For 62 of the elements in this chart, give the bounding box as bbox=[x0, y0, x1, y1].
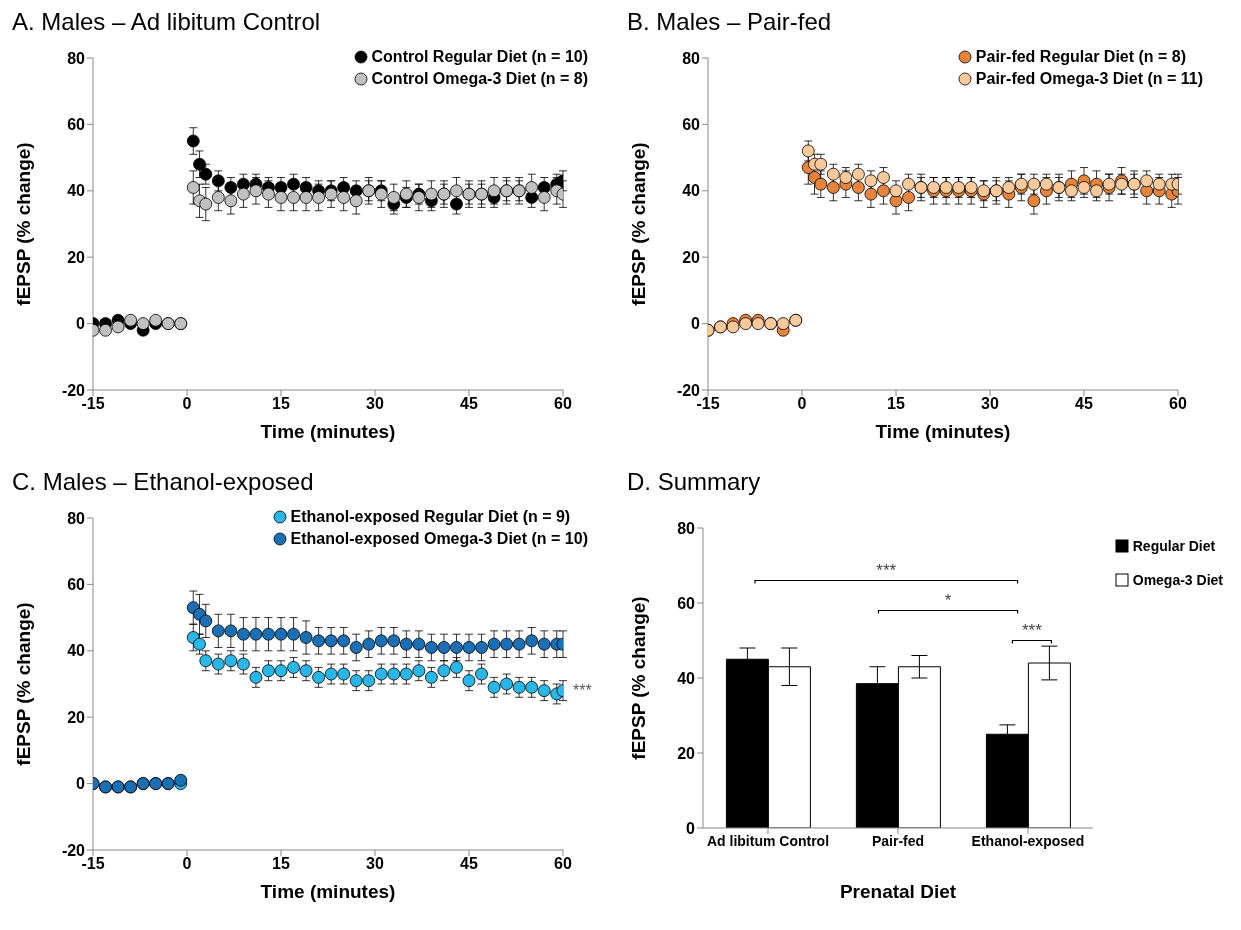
y-tick-label: 40 bbox=[682, 182, 701, 200]
x-tick-label: 30 bbox=[366, 395, 384, 413]
x-axis-title: Time (minutes) bbox=[260, 881, 396, 902]
y-tick-label: 60 bbox=[682, 116, 701, 134]
y-tick-label: 40 bbox=[67, 642, 86, 660]
x-tick-label: 30 bbox=[366, 855, 384, 873]
legend-label: Pair-fed Regular Diet (n = 8) bbox=[975, 48, 1187, 66]
chart-title: D. Summary bbox=[626, 468, 762, 497]
y-tick-label: 80 bbox=[67, 49, 86, 67]
x-tick-label: Ethanol-exposed bbox=[971, 832, 1085, 849]
annotation: *** bbox=[573, 682, 592, 700]
legend-label: Ethanol-exposed Omega-3 Diet (n = 10) bbox=[290, 530, 588, 548]
x-tick-label: 0 bbox=[797, 395, 807, 413]
x-tick-label: 15 bbox=[272, 395, 290, 413]
y-axis-title: fEPSP (% change) bbox=[12, 142, 34, 306]
chart-title: C. Males – Ethanol-exposed bbox=[11, 468, 315, 497]
y-tick-label: 60 bbox=[677, 594, 696, 612]
x-tick-label: 60 bbox=[1169, 395, 1187, 413]
y-tick-label: 80 bbox=[682, 49, 701, 67]
legend-label: Pair-fed Omega-3 Diet (n = 11) bbox=[975, 70, 1203, 88]
y-tick-label: 20 bbox=[677, 744, 696, 762]
chart-title: B. Males – Pair-fed bbox=[626, 8, 833, 37]
y-axis-title: fEPSP (% change) bbox=[627, 142, 649, 306]
y-tick-label: 40 bbox=[677, 669, 696, 687]
y-axis-title: fEPSP (% change) bbox=[12, 602, 34, 766]
x-axis-title: Time (minutes) bbox=[875, 421, 1011, 442]
x-tick-label: 45 bbox=[460, 395, 478, 413]
y-tick-label: 40 bbox=[67, 182, 86, 200]
y-tick-label: 20 bbox=[67, 248, 86, 266]
x-tick-label: Pair-fed bbox=[871, 832, 925, 849]
legend-label: Control Omega-3 Diet (n = 8) bbox=[371, 70, 588, 88]
y-tick-label: 20 bbox=[682, 248, 701, 266]
x-tick-label: 60 bbox=[554, 395, 572, 413]
y-tick-label: 60 bbox=[67, 576, 86, 594]
y-tick-label: 20 bbox=[67, 708, 86, 726]
annotation: * bbox=[944, 590, 952, 610]
y-tick-label: 0 bbox=[76, 775, 86, 793]
y-tick-label: 80 bbox=[677, 519, 696, 537]
legend-label: Ethanol-exposed Regular Diet (n = 9) bbox=[290, 508, 571, 526]
x-tick-label: 0 bbox=[182, 395, 192, 413]
y-tick-label: 0 bbox=[691, 315, 701, 333]
x-tick-label: 15 bbox=[272, 855, 290, 873]
legend-label: Omega-3 Diet bbox=[1132, 572, 1223, 588]
y-axis-title: fEPSP (% change) bbox=[627, 596, 649, 760]
x-tick-label: Ad libitum Control bbox=[706, 832, 830, 849]
x-tick-label: 0 bbox=[182, 855, 192, 873]
x-tick-label: 45 bbox=[1075, 395, 1093, 413]
legend-label: Control Regular Diet (n = 10) bbox=[371, 48, 588, 66]
y-tick-label: 0 bbox=[686, 819, 696, 837]
x-tick-label: 60 bbox=[554, 855, 572, 873]
x-tick-label: 15 bbox=[887, 395, 905, 413]
x-tick-label: 45 bbox=[460, 855, 478, 873]
chart-title: A. Males – Ad libitum Control bbox=[11, 8, 322, 37]
x-axis-title: Time (minutes) bbox=[260, 421, 396, 442]
annotation: *** bbox=[876, 560, 897, 580]
legend-label: Regular Diet bbox=[1132, 538, 1216, 554]
x-axis-title: Prenatal Diet bbox=[839, 881, 957, 902]
y-tick-label: 0 bbox=[76, 315, 86, 333]
y-tick-label: 80 bbox=[67, 509, 86, 527]
y-tick-label: 60 bbox=[67, 116, 86, 134]
x-tick-label: 30 bbox=[981, 395, 999, 413]
annotation: *** bbox=[1021, 620, 1043, 640]
